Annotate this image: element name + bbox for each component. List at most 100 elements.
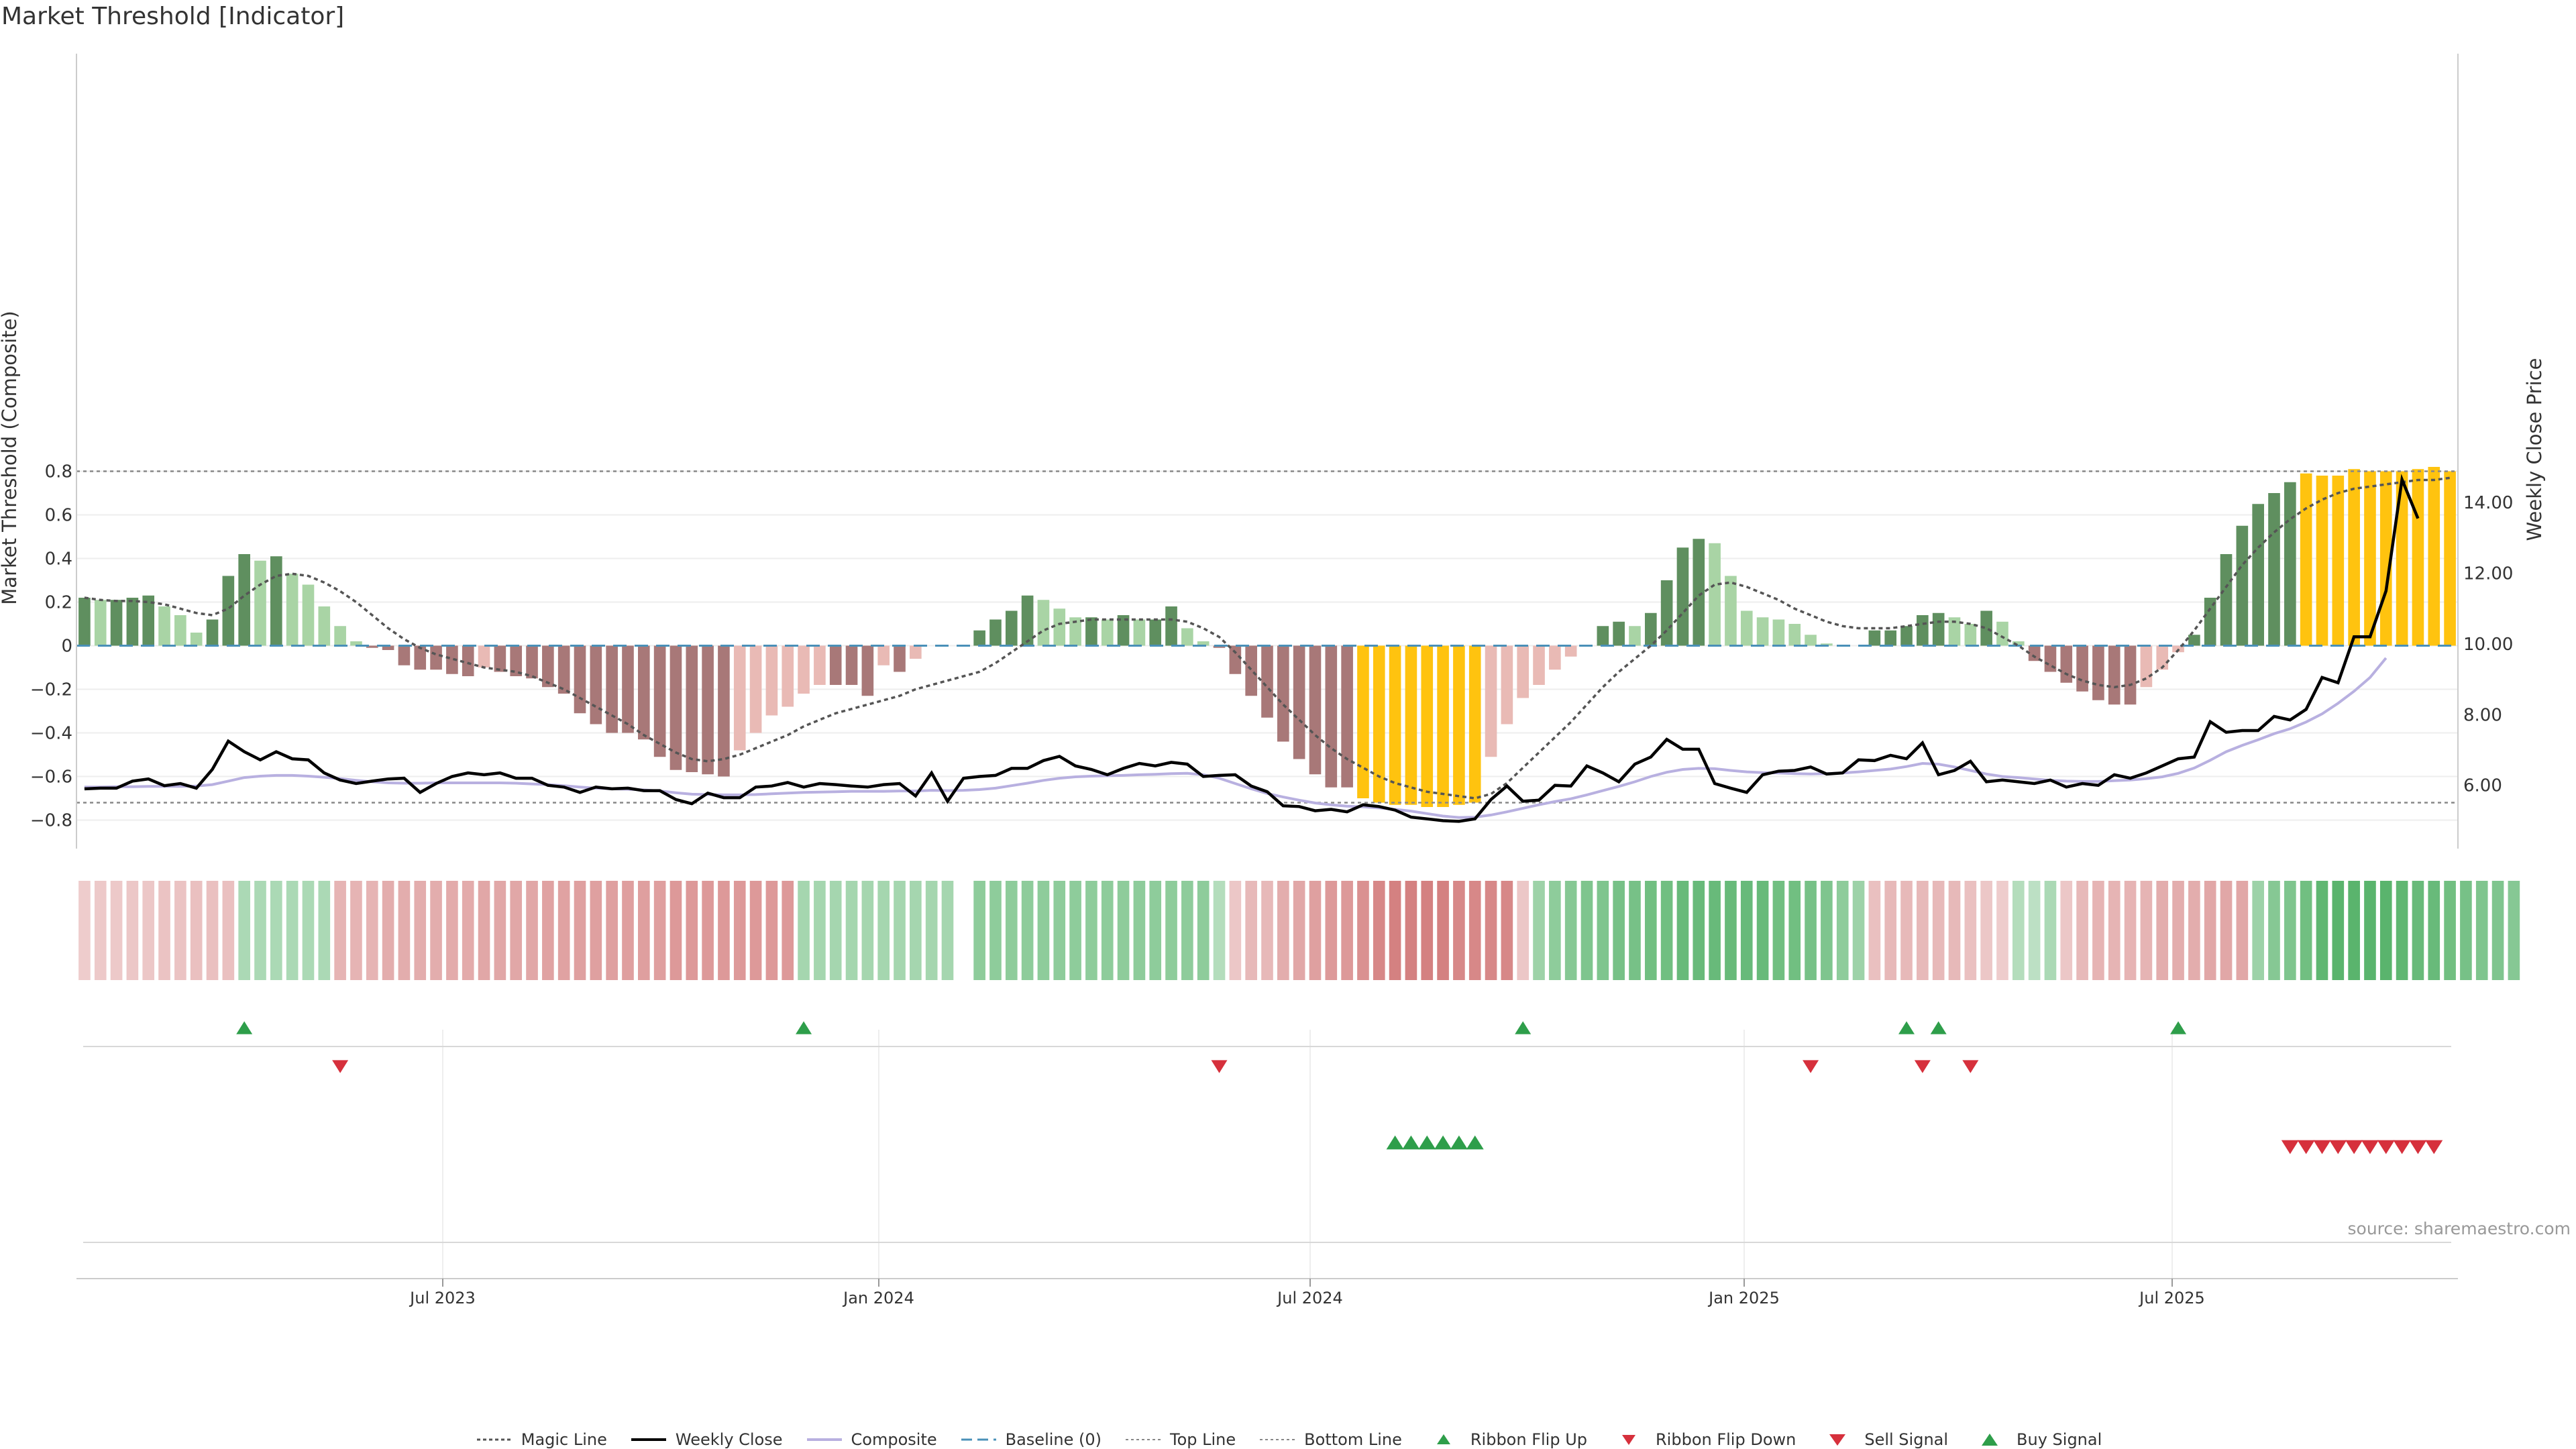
ribbon-cell xyxy=(1549,881,1561,980)
ribbon-cell xyxy=(718,881,730,980)
ribbon-cell xyxy=(446,881,458,980)
threshold-bar xyxy=(989,619,1002,646)
threshold-bar xyxy=(2332,476,2345,646)
ribbon-flip-down-marker xyxy=(1914,1060,1931,1073)
ribbon-cell xyxy=(190,881,203,980)
ribbon-cell xyxy=(1437,881,1449,980)
ribbon-cell xyxy=(2188,881,2200,980)
ribbon-cell xyxy=(829,881,842,980)
threshold-bar xyxy=(414,645,427,670)
threshold-bar xyxy=(1629,626,1641,646)
legend-label: Weekly Close xyxy=(675,1430,783,1449)
threshold-bar xyxy=(861,645,874,696)
threshold-bar xyxy=(2316,476,2328,646)
left-tick-label: 0 xyxy=(61,637,72,657)
ribbon-flip-up-marker xyxy=(1898,1021,1915,1034)
weekly-close-line xyxy=(84,474,2420,823)
ribbon-cell xyxy=(2332,881,2345,980)
threshold-bar xyxy=(2044,645,2057,672)
ribbon-cell xyxy=(318,881,331,980)
threshold-bar xyxy=(1644,612,1657,646)
threshold-bar xyxy=(1900,626,1913,646)
ribbon-cell xyxy=(637,881,650,980)
ribbon-cell xyxy=(1037,881,1050,980)
x-tick-label: Jan 2025 xyxy=(1707,1289,1780,1307)
threshold-bar xyxy=(206,619,219,646)
threshold-bar xyxy=(2076,645,2088,692)
threshold-bar xyxy=(1421,645,1434,807)
ribbon-cell xyxy=(1996,881,2008,980)
threshold-bar xyxy=(1101,619,1114,646)
ribbon-cell xyxy=(1868,881,1881,980)
ribbon-cell xyxy=(2364,881,2376,980)
threshold-bar xyxy=(542,645,554,688)
threshold-bar xyxy=(2028,645,2041,661)
threshold-bar xyxy=(1725,576,1737,646)
x-tick-label: Jan 2024 xyxy=(842,1289,914,1307)
legend-symbol xyxy=(1126,1438,1161,1440)
threshold-bar xyxy=(1197,641,1210,646)
threshold-bar xyxy=(1501,645,1513,724)
ribbon-cell xyxy=(2204,881,2216,980)
ribbon-cell xyxy=(1277,881,1289,980)
ribbon-cell xyxy=(606,881,618,980)
ribbon-cell xyxy=(1564,881,1577,980)
threshold-bar xyxy=(318,606,331,646)
left-axis-label: Market Threshold (Composite) xyxy=(0,311,21,604)
threshold-bar xyxy=(1772,619,1785,646)
threshold-bar xyxy=(1357,645,1369,798)
ribbon-cell xyxy=(2108,881,2121,980)
ribbon-cell xyxy=(78,881,91,980)
legend-symbol xyxy=(1829,1434,1846,1446)
threshold-bar xyxy=(1868,630,1881,646)
ribbon-cell xyxy=(1261,881,1273,980)
legend-label: Composite xyxy=(851,1430,937,1449)
threshold-bar xyxy=(1021,595,1034,646)
threshold-bar xyxy=(2092,645,2104,700)
right-tick-label: 8.00 xyxy=(2463,705,2502,725)
threshold-bar xyxy=(910,645,922,659)
ribbon-cell xyxy=(1693,881,1705,980)
threshold-bar xyxy=(1821,643,1833,646)
buy-signal-marker xyxy=(1434,1135,1452,1150)
ribbon-cell xyxy=(1821,881,1833,980)
threshold-bar xyxy=(430,645,442,670)
ribbon-cell xyxy=(1948,881,1961,980)
sell-signal-marker xyxy=(2409,1140,2427,1155)
ribbon-cell xyxy=(814,881,826,980)
threshold-bar xyxy=(2012,641,2025,646)
ribbon-cell xyxy=(1101,881,1114,980)
threshold-bar xyxy=(494,645,506,672)
ribbon-cell xyxy=(702,881,714,980)
threshold-bar xyxy=(1740,610,1753,646)
left-tick-label: −0.4 xyxy=(30,724,72,744)
ribbon-cell xyxy=(1357,881,1369,980)
legend-symbol xyxy=(1622,1434,1635,1445)
ribbon-cell xyxy=(286,881,299,980)
legend-symbol xyxy=(806,1438,842,1441)
ribbon-cell xyxy=(1245,881,1257,980)
ribbon-cell xyxy=(1005,881,1018,980)
threshold-bar xyxy=(1293,645,1305,759)
ribbon-cell xyxy=(2379,881,2392,980)
ribbon-cell xyxy=(973,881,985,980)
ribbon-cell xyxy=(1852,881,1865,980)
threshold-bar xyxy=(1069,617,1081,646)
threshold-bar xyxy=(1165,606,1177,646)
threshold-bar xyxy=(1309,645,1322,775)
ribbon-cell xyxy=(430,881,442,980)
threshold-bar xyxy=(2428,467,2440,646)
threshold-bar xyxy=(2204,598,2216,646)
ribbon-cell xyxy=(1709,881,1721,980)
threshold-bar xyxy=(1805,635,1817,646)
threshold-bar xyxy=(94,600,107,646)
ribbon-cell xyxy=(414,881,427,980)
ribbon-cell xyxy=(1980,881,1992,980)
signals xyxy=(83,1021,2451,1243)
threshold-bar xyxy=(270,556,282,646)
threshold-bar xyxy=(1468,645,1481,803)
ribbon-cell xyxy=(2316,881,2328,980)
legend-symbol xyxy=(476,1438,512,1440)
threshold-bar xyxy=(557,645,570,694)
threshold-bar xyxy=(462,645,474,676)
